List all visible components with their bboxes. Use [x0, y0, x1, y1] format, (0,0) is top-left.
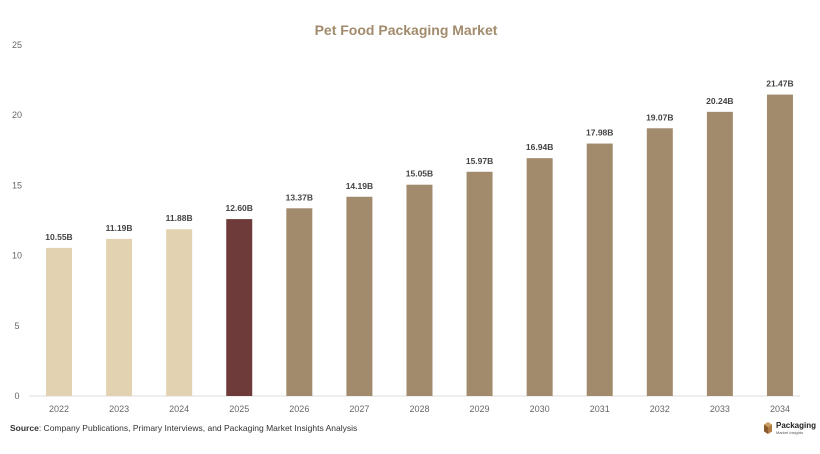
- bar-2025: [226, 219, 253, 396]
- bar-2030: [526, 158, 553, 396]
- x-tick-label-2031: 2031: [590, 404, 610, 414]
- data-label-2030: 16.94B: [526, 142, 553, 152]
- x-tick-label-2023: 2023: [109, 404, 129, 414]
- x-tick-label-2028: 2028: [409, 404, 429, 414]
- chart-title: Pet Food Packaging Market: [315, 22, 498, 38]
- x-tick-label-2025: 2025: [229, 404, 249, 414]
- x-tick-label-2022: 2022: [49, 404, 69, 414]
- source-label: Source: [10, 423, 39, 433]
- bars-group: [46, 94, 793, 396]
- data-label-2027: 14.19B: [346, 181, 373, 191]
- source-text: : Company Publications, Primary Intervie…: [38, 423, 358, 433]
- data-label-2023: 11.19B: [106, 223, 133, 233]
- data-label-2025: 12.60B: [226, 203, 253, 213]
- bar-2027: [346, 196, 373, 396]
- x-tick-label-2033: 2033: [710, 404, 730, 414]
- x-tick-label-2027: 2027: [349, 404, 369, 414]
- bar-2031: [586, 143, 613, 396]
- data-label-2026: 13.37B: [286, 192, 313, 202]
- x-tick-label-2029: 2029: [470, 404, 490, 414]
- data-label-2024: 11.88B: [166, 213, 193, 223]
- data-label-2031: 17.98B: [586, 128, 613, 138]
- y-tick-label: 15: [12, 180, 22, 190]
- x-tick-label-2026: 2026: [289, 404, 309, 414]
- y-axis: 0 5 10 15 20 25: [12, 40, 22, 401]
- logo-sub-text: Market Insights: [776, 429, 804, 435]
- data-label-2022: 10.55B: [45, 232, 72, 242]
- data-label-2028: 15.05B: [406, 169, 433, 179]
- bar-2024: [166, 229, 193, 396]
- x-axis: 2022 2023 2024 2025 2026 2027 2028 2029 2030 2031…: [49, 404, 790, 414]
- bar-2034: [766, 94, 793, 396]
- source-note: Source: Company Publications, Primary In…: [10, 423, 357, 433]
- bar-2023: [106, 238, 133, 396]
- data-label-2034: 21.47B: [766, 79, 793, 89]
- data-label-2029: 15.97B: [466, 156, 493, 166]
- bar-2022: [46, 247, 72, 396]
- data-label-2033: 20.24B: [706, 96, 733, 106]
- y-tick-label: 25: [12, 40, 22, 50]
- x-tick-label-2034: 2034: [770, 404, 790, 414]
- bar-2033: [706, 111, 733, 396]
- data-label-2032: 19.07B: [646, 112, 673, 122]
- box-icon: [764, 422, 772, 434]
- y-tick-label: 0: [14, 391, 19, 401]
- brand-logo: Packaging Market Insights: [763, 421, 816, 435]
- y-tick-label: 5: [14, 321, 19, 331]
- x-tick-label-2024: 2024: [169, 404, 189, 414]
- logo-main-text: Packaging: [776, 420, 817, 430]
- data-labels-group: 10.55B 11.19B 11.88B 12.60B 13.37B 14.19B 15.0…: [45, 79, 793, 242]
- bar-2029: [466, 171, 493, 396]
- bar-2032: [646, 128, 673, 396]
- bar-2026: [286, 208, 313, 396]
- bar-2028: [406, 184, 433, 396]
- y-tick-label: 10: [12, 251, 22, 261]
- x-tick-label-2030: 2030: [530, 404, 550, 414]
- x-tick-label-2032: 2032: [650, 404, 670, 414]
- y-tick-label: 20: [12, 110, 22, 120]
